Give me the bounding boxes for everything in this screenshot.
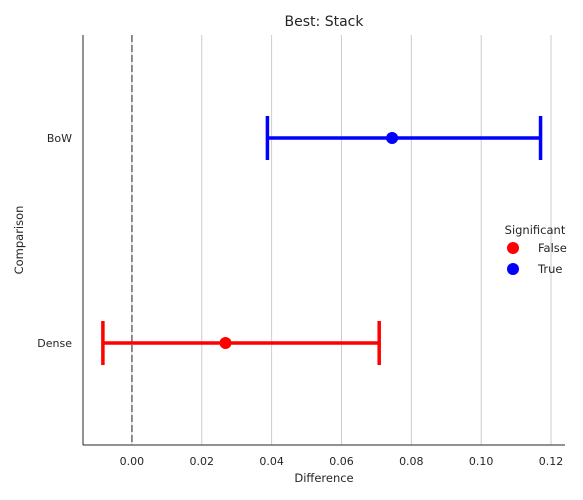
x-tick-label: 0.04 (259, 455, 284, 468)
y-tick-label: BoW (47, 132, 72, 145)
x-axis-label: Difference (294, 471, 353, 485)
legend-label: False (538, 241, 567, 255)
estimate-point (386, 132, 399, 144)
chart-title: Best: Stack (285, 14, 365, 30)
estimate-point (219, 337, 232, 349)
y-tick-labels: BoW Dense (37, 132, 72, 350)
error-bars (101, 116, 543, 365)
x-tick-label: 0.00 (120, 455, 145, 468)
legend-entries: False True (507, 241, 567, 276)
x-tick-label: 0.02 (190, 455, 215, 468)
y-axis-label: Comparison (12, 206, 26, 275)
legend-label: True (537, 262, 562, 276)
x-tick-label: 0.10 (469, 455, 494, 468)
y-tick-label: Dense (37, 337, 72, 350)
legend: Significant False True (505, 223, 567, 276)
legend-marker (507, 263, 519, 275)
legend-marker (507, 242, 519, 254)
grid-lines (131, 35, 552, 445)
x-tick-label: 0.12 (539, 455, 564, 468)
x-tick-labels: 0.00 0.02 0.04 0.06 0.08 0.10 0.12 (120, 455, 564, 468)
x-tick-label: 0.08 (399, 455, 424, 468)
x-tick-label: 0.06 (329, 455, 354, 468)
axes (82, 35, 565, 446)
legend-title: Significant (505, 223, 566, 237)
